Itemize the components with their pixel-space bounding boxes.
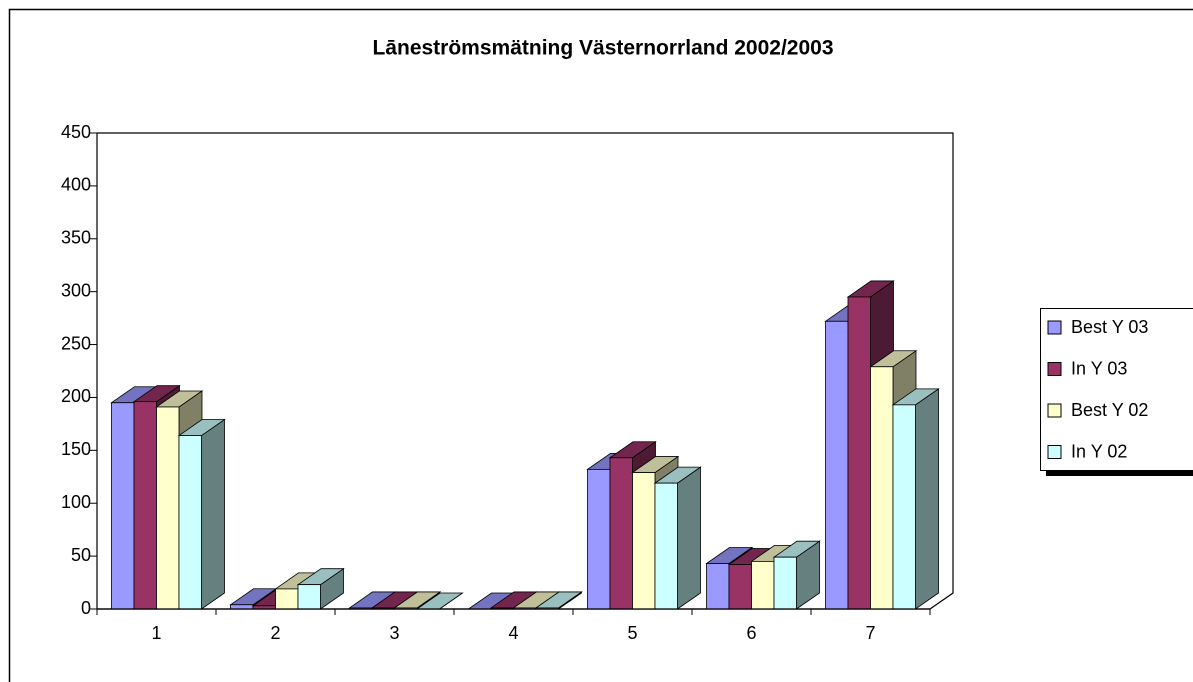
bar-front xyxy=(825,320,849,610)
bar-front xyxy=(728,564,752,610)
plot-area: 0 50 100 150 200 250 300 350 400 450 1 2 3 4 5 6 7 xyxy=(61,122,954,643)
bar-front xyxy=(847,296,871,610)
legend-label: In Y 03 xyxy=(1071,358,1127,378)
legend-swatch xyxy=(1047,445,1062,459)
bar-front xyxy=(632,472,656,610)
bar-front xyxy=(111,402,135,610)
back-wall xyxy=(97,132,954,610)
y-tick-label: 250 xyxy=(61,333,91,353)
bar-front xyxy=(230,604,254,610)
legend-label: Best Y 03 xyxy=(1071,317,1148,337)
legend-box xyxy=(1040,308,1193,471)
chart-border xyxy=(8,8,1193,682)
bar xyxy=(177,418,226,610)
bar-side xyxy=(915,388,939,610)
y-tick-label: 400 xyxy=(61,175,91,195)
bar-front xyxy=(773,556,797,610)
x-tick-label: 5 xyxy=(627,623,637,643)
bar-front xyxy=(609,457,633,610)
y-tick-label: 0 xyxy=(81,598,91,618)
bar-front xyxy=(892,404,916,610)
bar-front xyxy=(706,563,730,610)
legend-label: In Y 02 xyxy=(1071,441,1127,461)
bar-front xyxy=(654,482,678,610)
bar-front xyxy=(178,435,202,610)
bar-front xyxy=(133,401,157,610)
legend: Best Y 03 In Y 03 Best Y 02 In Y 02 xyxy=(1047,317,1148,461)
bar-front xyxy=(275,588,299,610)
bar-side xyxy=(677,466,701,610)
x-tick-label: 4 xyxy=(508,623,518,643)
x-tick-label: 7 xyxy=(865,623,875,643)
x-tick-label: 6 xyxy=(746,623,756,643)
y-tick-label: 450 xyxy=(61,122,91,142)
chart-title: Lāneströmsmätning Västernorrland 2002/20… xyxy=(372,37,833,60)
y-tick-label: 100 xyxy=(61,492,91,512)
bar-side xyxy=(201,418,225,610)
x-tick-label: 1 xyxy=(151,623,161,643)
bar-front xyxy=(587,468,611,610)
bar xyxy=(296,567,345,610)
y-tick-label: 150 xyxy=(61,439,91,459)
x-tick-label: 2 xyxy=(270,623,280,643)
y-tick-label: 50 xyxy=(71,545,91,565)
y-tick-label: 200 xyxy=(61,386,91,406)
x-tick-label: 3 xyxy=(389,623,399,643)
legend-swatch xyxy=(1047,362,1062,376)
y-tick-label: 300 xyxy=(61,280,91,300)
bar-front xyxy=(751,561,775,610)
bar-front xyxy=(156,406,180,610)
bar-front xyxy=(297,584,321,610)
bar xyxy=(653,466,702,610)
bar xyxy=(891,388,940,610)
legend-swatch xyxy=(1047,403,1062,418)
bar xyxy=(772,540,821,610)
bar-front xyxy=(870,366,894,610)
legend-swatch xyxy=(1047,320,1062,335)
legend-label: Best Y 02 xyxy=(1071,400,1148,420)
y-tick-label: 350 xyxy=(61,228,91,248)
